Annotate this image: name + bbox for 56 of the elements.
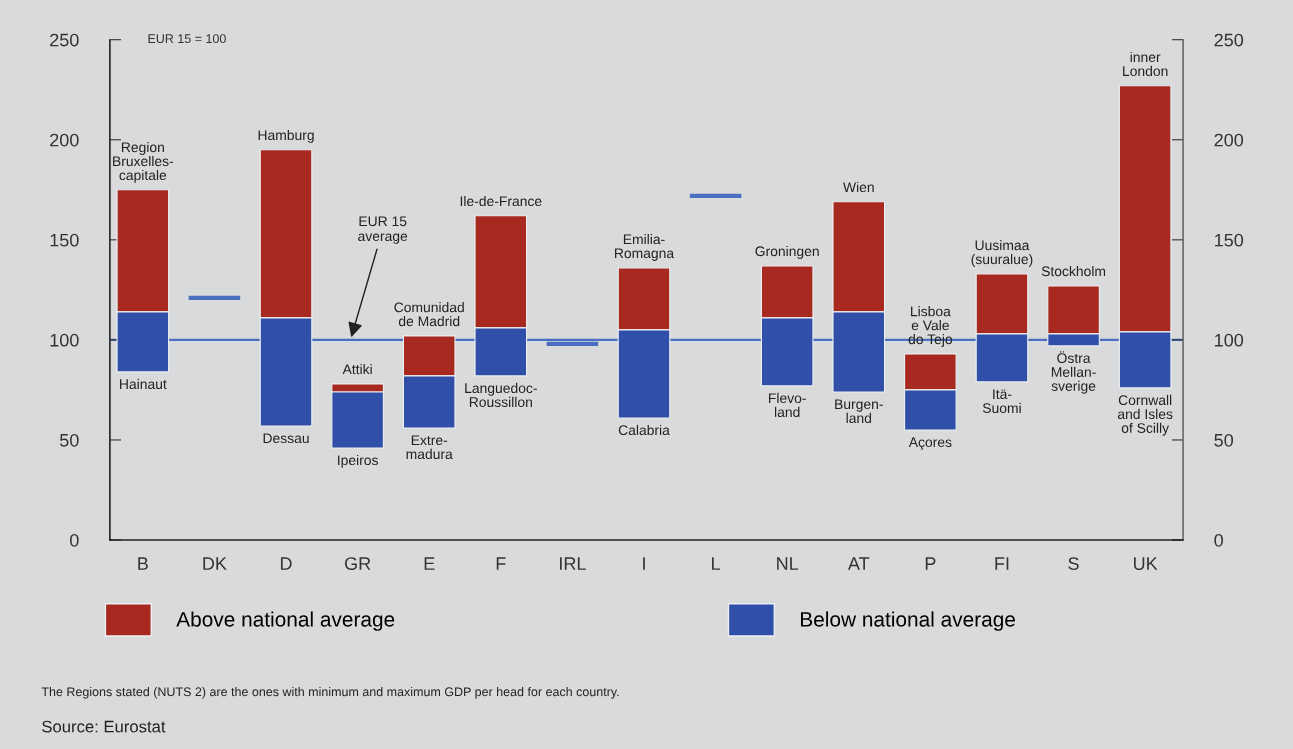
annotation: Ipeiros [338, 454, 378, 468]
y2-tick-label: 250 [1214, 33, 1244, 47]
chart-subtitle: EUR 15 = 100 [148, 34, 226, 44]
x-tick-label: P [925, 557, 936, 570]
annotation: Burgen- land [835, 399, 883, 424]
y-tick-label: 100 [50, 333, 79, 347]
y-tick-label: 50 [59, 433, 79, 447]
annotation: Extre- madura [406, 435, 453, 460]
annotation: Cornwall and Isles of Scilly [1117, 394, 1173, 436]
annotation: Uusimaa (suuralue) [971, 240, 1033, 267]
x-tick-label: F [496, 557, 506, 570]
x-tick-label: DK [203, 557, 227, 570]
y2-tick-label: 150 [1215, 233, 1244, 247]
y-tick-label: 200 [50, 133, 79, 147]
y2-tick-label: 100 [1215, 333, 1244, 347]
x-tick-label: AT [847, 557, 870, 570]
annotation: Açores [908, 437, 952, 450]
annotation: Stockholm [1041, 265, 1106, 277]
y-tick-label: 0 [70, 533, 79, 547]
x-tick-label: E [424, 557, 435, 570]
x-tick-label: S [1068, 557, 1079, 570]
x-tick-label: B [138, 557, 148, 570]
y2-tick-label: 200 [1214, 133, 1244, 147]
x-tick-label: GR [344, 557, 371, 570]
y-tick-label: 250 [50, 33, 79, 47]
annotation: Groningen [755, 245, 819, 259]
x-tick-label: IRL [560, 557, 586, 570]
text: The Regions stated (NUTS 2) are the ones with minimum and maximum GDP per head for each country. [41, 687, 619, 699]
annotation: Wien [843, 181, 874, 193]
annotation: Dessau [263, 433, 309, 444]
annotation: Itä- Suomi [982, 389, 1021, 414]
x-tick-label: UK [1134, 557, 1158, 570]
annotation: Emilia- Romagna [615, 234, 675, 261]
source-note: Source: Eurostat [42, 720, 166, 733]
annotation: inner London [1123, 51, 1168, 77]
y-tick-label: 150 [50, 233, 79, 247]
legend-label: Above national average [176, 611, 395, 631]
annotation: Languedoc- Roussillon [465, 382, 537, 408]
annotation: Flevo- land [769, 392, 806, 418]
legend-label: Below national average [801, 611, 1015, 631]
annotation: Hamburg [258, 129, 314, 143]
y2-tick-label: 0 [1214, 533, 1223, 547]
annotation: Comunidad de Madrid [394, 302, 464, 327]
x-tick-label: I [643, 557, 645, 570]
x-tick-label: NL [777, 557, 799, 570]
x-tick-label: D [280, 557, 292, 570]
x-tick-label: FI [995, 557, 1009, 570]
annotation: Hainaut [120, 378, 167, 390]
annotation: Ile-de-France [460, 195, 542, 207]
annotation: Östra Mellan- sverige [1051, 351, 1096, 394]
annotation: Region Bruxelles- capitale [113, 142, 174, 183]
y2-tick-label: 50 [1214, 433, 1234, 447]
annotation: Attiki [342, 364, 372, 375]
annotation: Calabria [618, 424, 670, 436]
ref-line-label: EUR 15 average [358, 216, 408, 244]
x-tick-label: L [712, 557, 721, 570]
